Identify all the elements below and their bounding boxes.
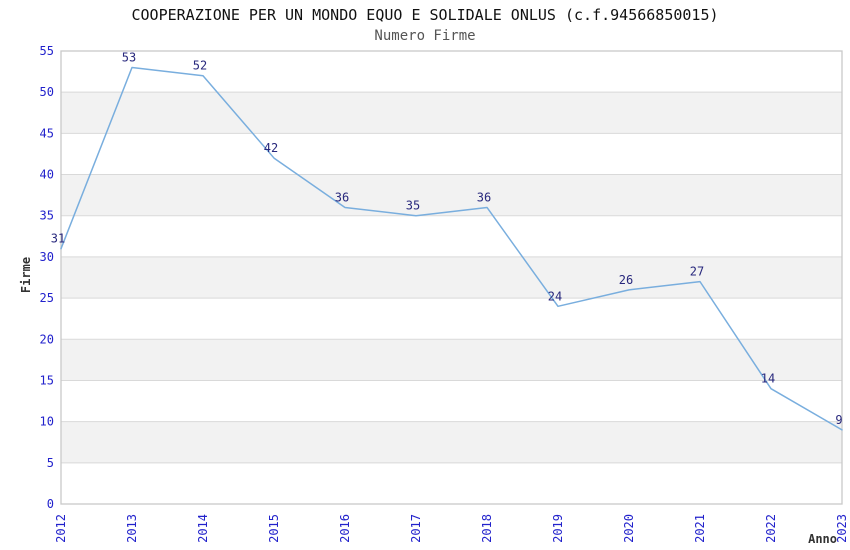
- x-tick-label: 2013: [125, 514, 139, 543]
- x-tick-label: 2015: [267, 514, 281, 543]
- x-tick-label: 2018: [480, 514, 494, 543]
- data-point-label: 9: [835, 413, 842, 427]
- plot-band: [61, 92, 842, 134]
- x-tick-label: 2016: [338, 514, 352, 543]
- y-tick-label: 0: [47, 497, 54, 511]
- data-point-label: 35: [406, 199, 420, 213]
- data-point-label: 36: [477, 190, 491, 204]
- data-point-label: 14: [761, 372, 775, 386]
- series-line: [60, 66, 843, 431]
- plot-band: [61, 174, 842, 216]
- data-point-label: 42: [264, 141, 278, 155]
- plot-band: [61, 421, 842, 463]
- data-point-label: 31: [51, 232, 65, 246]
- x-tick-label: 2014: [196, 514, 210, 543]
- data-point-label: 26: [619, 273, 633, 287]
- data-point-label: 53: [122, 50, 136, 64]
- y-tick-label: 20: [40, 332, 54, 346]
- data-point-label: 36: [335, 190, 349, 204]
- x-tick-label: 2019: [551, 514, 565, 543]
- x-tick-label: 2017: [409, 514, 423, 543]
- plot-band: [61, 339, 842, 381]
- data-point-label: 24: [548, 289, 562, 303]
- y-tick-label: 25: [40, 291, 54, 305]
- y-tick-label: 10: [40, 415, 54, 429]
- plot-border: [60, 50, 843, 505]
- chart-subtitle: Numero Firme: [374, 28, 476, 44]
- x-tick-label: 2022: [764, 514, 778, 543]
- chart-title: COOPERAZIONE PER UN MONDO EQUO E SOLIDAL…: [131, 6, 719, 24]
- x-tick-label: 2023: [835, 514, 849, 543]
- data-point-label: 52: [193, 59, 207, 73]
- plot-band: [61, 256, 842, 299]
- data-point-label: 27: [690, 265, 704, 279]
- x-axis-title: Anno: [808, 532, 837, 546]
- x-tick-label: 2021: [693, 514, 707, 543]
- y-tick-label: 15: [40, 373, 54, 387]
- y-tick-label: 35: [40, 209, 54, 223]
- y-tick-label: 50: [40, 85, 54, 99]
- y-tick-label: 30: [40, 250, 54, 264]
- y-tick-label: 5: [47, 456, 54, 470]
- y-tick-label: 45: [40, 126, 54, 140]
- x-tick-label: 2020: [622, 514, 636, 543]
- y-tick-label: 40: [40, 168, 54, 182]
- y-tick-label: 55: [40, 44, 54, 58]
- x-tick-label: 2012: [54, 514, 68, 543]
